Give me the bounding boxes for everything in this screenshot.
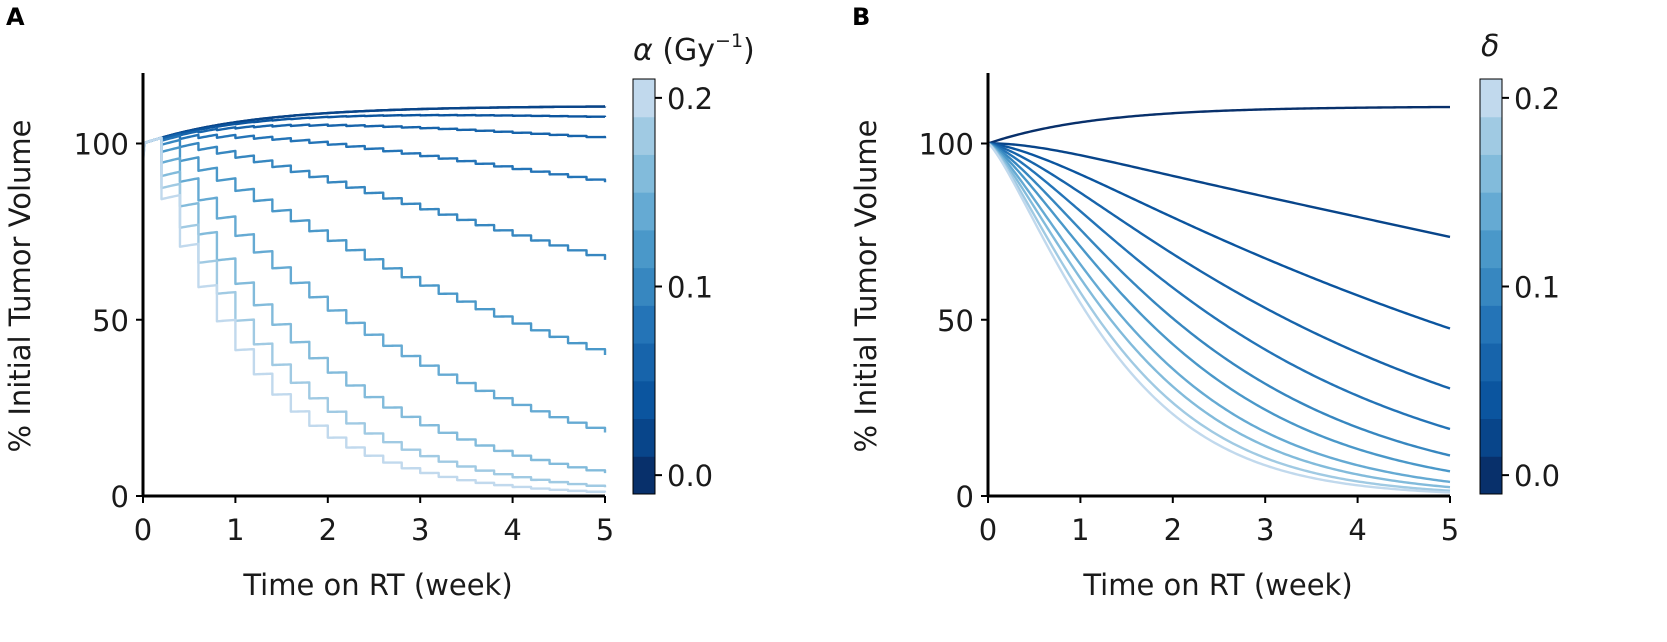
panel-b-x-tick-label-5: 5 xyxy=(1441,513,1459,547)
panel-a-y-axis-title: % Initial Tumor Volume xyxy=(3,120,37,453)
panel-a-x-tick-label-1: 1 xyxy=(226,513,244,547)
panel-b-colorbar-title: δ xyxy=(1481,29,1499,64)
panel-b-x-tick-label-4: 4 xyxy=(1348,513,1366,547)
panel-b-series-line-1 xyxy=(987,142,1451,239)
panel-b-series-line-8 xyxy=(987,142,1451,489)
panel-a-colorbar-tick-label-0: 0.0 xyxy=(667,459,713,493)
panel-a-colorbar-sup: −1 xyxy=(715,30,743,52)
panel-a-x-axis-title: Time on RT (week) xyxy=(242,568,512,602)
panel-a-y-tick-label-1: 50 xyxy=(92,304,129,338)
panel-a-colorbar-band-4 xyxy=(633,305,655,344)
panel-a-colorbar: 0.0 0.1 0.2 α (Gy−1) xyxy=(632,30,755,495)
panel-b-colorbar-ticks: 0.0 0.1 0.2 xyxy=(1502,82,1560,493)
panel-b-colorbar-band-0 xyxy=(1480,456,1502,495)
panel-a-series-line-10 xyxy=(141,136,607,493)
panel-b-colorbar-band-5 xyxy=(1480,267,1502,306)
panel-a-colorbar-band-2 xyxy=(633,380,655,420)
panel-b-x-tick-label-2: 2 xyxy=(1164,513,1182,547)
panel-b-colorbar-band-8 xyxy=(1480,154,1502,193)
panel-a-series-line-8 xyxy=(141,136,607,474)
panel-b-series-line-0 xyxy=(987,105,1451,145)
panel-b-series-line-10 xyxy=(987,142,1451,494)
panel-b-colorbar-symbol: δ xyxy=(1481,29,1499,64)
panel-b-colorbar-band-10 xyxy=(1480,79,1502,118)
panel-b-colorbar-bands xyxy=(1480,79,1502,495)
panel-a-series-line-7 xyxy=(141,136,607,433)
panel-a-colorbar-title: α (Gy−1) xyxy=(633,30,755,68)
panel-a-colorbar-band-9 xyxy=(633,116,655,155)
panel-b-series-line-2 xyxy=(987,142,1451,330)
panel-a-x-tick-label-5: 5 xyxy=(596,513,614,547)
panel-b-y-tick-label-2: 100 xyxy=(919,128,974,162)
panel-a-label: A xyxy=(6,3,25,31)
panel-b-colorbar-band-1 xyxy=(1480,418,1502,457)
panel-b-colorbar-tick-label-2: 0.2 xyxy=(1514,82,1560,116)
panel-b-x-axis-title: Time on RT (week) xyxy=(1082,568,1352,602)
panel-b-series-line-4 xyxy=(987,142,1451,431)
panel-b-colorbar-band-3 xyxy=(1480,343,1502,382)
panel-b-series-line-9 xyxy=(987,142,1451,492)
panel-a-x-tick-label-0: 0 xyxy=(134,513,152,547)
panel-a-colorbar-ticks: 0.0 0.1 0.2 xyxy=(655,82,713,493)
panel-b-colorbar-band-4 xyxy=(1480,305,1502,344)
panel-a-colorbar-symbol: α xyxy=(633,33,653,68)
panel-a-x-tick-label-4: 4 xyxy=(503,513,521,547)
panel-b-colorbar-tick-label-1: 0.1 xyxy=(1514,271,1560,305)
panel-a-colorbar-tick-label-1: 0.1 xyxy=(667,271,713,305)
panel-a-colorbar-band-7 xyxy=(633,192,655,231)
panel-b-colorbar-band-7 xyxy=(1480,192,1502,231)
panel-a-colorbar-band-0 xyxy=(633,456,655,495)
panel-a-series-line-1 xyxy=(141,105,607,147)
panel-a-series-group xyxy=(141,105,607,493)
panel-a-colorbar-unit: (Gy xyxy=(653,33,715,68)
panel-a-colorbar-bands xyxy=(633,79,655,495)
panel-a-x-tick-label-2: 2 xyxy=(319,513,337,547)
panel-b-label: B xyxy=(852,3,870,31)
panel-b-x-tick-label-1: 1 xyxy=(1071,513,1089,547)
panel-a-series-line-9 xyxy=(141,136,607,488)
panel-a-colorbar-band-1 xyxy=(633,418,655,457)
panel-a-series-line-6 xyxy=(141,136,607,355)
panel-a-series-line-3 xyxy=(141,123,607,150)
panel-b-colorbar-band-6 xyxy=(1480,229,1502,269)
panel-b-series-line-3 xyxy=(987,142,1451,390)
panel-a-y-tick-label-2: 100 xyxy=(74,128,129,162)
panel-b-colorbar-band-2 xyxy=(1480,380,1502,420)
panel-a-series-line-4 xyxy=(141,133,607,183)
panel-a-y-tick-label-0: 0 xyxy=(111,480,129,514)
panel-b-series-line-5 xyxy=(987,142,1451,457)
panel-b-y-axis-title: % Initial Tumor Volume xyxy=(849,120,883,453)
panel-b-series-line-6 xyxy=(987,142,1451,473)
panel-b-y-tick-label-0: 0 xyxy=(956,480,974,514)
panel-b-x-tick-label-0: 0 xyxy=(979,513,997,547)
panel-a-colorbar-band-5 xyxy=(633,267,655,306)
panel-a-colorbar-band-8 xyxy=(633,154,655,193)
panel-b-series-group xyxy=(987,105,1451,494)
panel-b-series-line-7 xyxy=(987,142,1451,484)
panel-a-colorbar-close: ) xyxy=(743,33,755,68)
panel-a-series-line-2 xyxy=(141,113,607,149)
panel-b-colorbar-tick-label-0: 0.0 xyxy=(1514,459,1560,493)
panel-a-colorbar-band-6 xyxy=(633,229,655,269)
panel-b-x-tick-label-3: 3 xyxy=(1256,513,1274,547)
panel-a-colorbar-tick-label-2: 0.2 xyxy=(667,82,713,116)
panel-a-colorbar-band-3 xyxy=(633,343,655,382)
panel-b-y-tick-label-1: 50 xyxy=(937,304,974,338)
panel-a-colorbar-band-10 xyxy=(633,79,655,118)
panel-b-colorbar: 0.0 0.1 0.2 δ xyxy=(1479,29,1560,495)
panel-a-x-tick-label-3: 3 xyxy=(411,513,429,547)
panel-b-colorbar-band-9 xyxy=(1480,116,1502,155)
panel-a-series-line-5 xyxy=(141,136,607,260)
